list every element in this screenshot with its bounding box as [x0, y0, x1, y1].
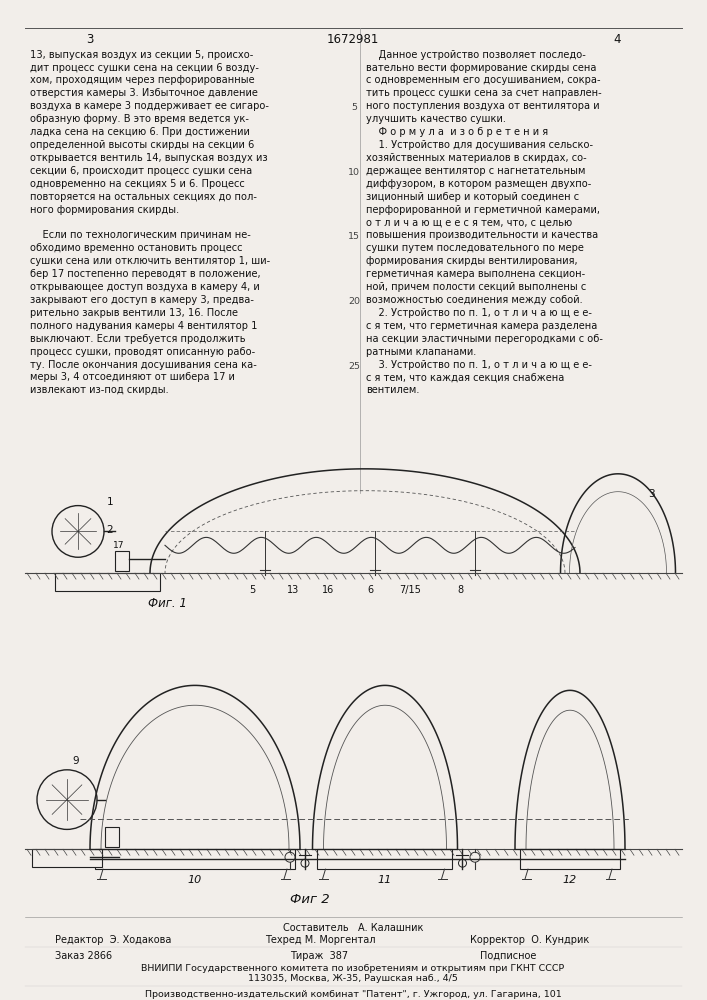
- Text: полного надувания камеры 4 вентилятор 1: полного надувания камеры 4 вентилятор 1: [30, 321, 257, 331]
- Text: 3. Устройство по п. 1, о т л и ч а ю щ е е-: 3. Устройство по п. 1, о т л и ч а ю щ е…: [366, 360, 592, 370]
- Text: открывающее доступ воздуха в камеру 4, и: открывающее доступ воздуха в камеру 4, и: [30, 282, 259, 292]
- Text: 5: 5: [351, 103, 357, 112]
- Text: 113035, Москва, Ж-35, Раушская наб., 4/5: 113035, Москва, Ж-35, Раушская наб., 4/5: [248, 974, 458, 983]
- Text: 5: 5: [249, 585, 255, 595]
- Text: меры 3, 4 отсоединяют от шибера 17 и: меры 3, 4 отсоединяют от шибера 17 и: [30, 372, 235, 382]
- Text: Данное устройство позволяет последо-: Данное устройство позволяет последо-: [366, 50, 586, 60]
- Text: 12: 12: [563, 875, 577, 885]
- Text: повторяется на остальных секциях до пол-: повторяется на остальных секциях до пол-: [30, 192, 257, 202]
- Bar: [317, 849, 452, 869]
- Text: ладка сена на секцию 6. При достижении: ладка сена на секцию 6. При достижении: [30, 127, 250, 137]
- Bar: [105, 827, 119, 847]
- Text: дит процесс сушки сена на секции 6 возду-: дит процесс сушки сена на секции 6 возду…: [30, 63, 259, 73]
- Text: Корректор  О. Кундрик: Корректор О. Кундрик: [470, 935, 589, 945]
- Text: 13, выпуская воздух из секции 5, происхо-: 13, выпуская воздух из секции 5, происхо…: [30, 50, 253, 60]
- Text: сушки сена или отключить вентилятор 1, ши-: сушки сена или отключить вентилятор 1, ш…: [30, 256, 270, 266]
- Text: 16: 16: [322, 585, 334, 595]
- Text: Тираж  387: Тираж 387: [290, 951, 348, 961]
- Text: сушки путем последовательного по мере: сушки путем последовательного по мере: [366, 243, 584, 253]
- Text: 10: 10: [348, 168, 360, 177]
- Text: секции 6, происходит процесс сушки сена: секции 6, происходит процесс сушки сена: [30, 166, 252, 176]
- Text: 1672981: 1672981: [327, 33, 379, 46]
- Bar: [55, 573, 160, 591]
- Text: ного формирования скирды.: ного формирования скирды.: [30, 205, 180, 215]
- Bar: [115, 551, 129, 571]
- Text: тить процесс сушки сена за счет направлен-: тить процесс сушки сена за счет направле…: [366, 88, 602, 98]
- Text: Производственно-издательский комбинат "Патент", г. Ужгород, ул. Гагарина, 101: Производственно-издательский комбинат "П…: [145, 990, 561, 999]
- Text: открывается вентиль 14, выпуская воздух из: открывается вентиль 14, выпуская воздух …: [30, 153, 268, 163]
- Text: одновременно на секциях 5 и 6. Процесс: одновременно на секциях 5 и 6. Процесс: [30, 179, 245, 189]
- Text: на секции эластичными перегородками с об-: на секции эластичными перегородками с об…: [366, 334, 603, 344]
- Bar: [32, 849, 102, 867]
- Text: хом, проходящим через перфорированные: хом, проходящим через перфорированные: [30, 75, 255, 85]
- Text: повышения производительности и качества: повышения производительности и качества: [366, 230, 598, 240]
- Text: процесс сушки, проводят описанную рабо-: процесс сушки, проводят описанную рабо-: [30, 347, 255, 357]
- Bar: [520, 849, 620, 869]
- Text: 1. Устройство для досушивания сельско-: 1. Устройство для досушивания сельско-: [366, 140, 593, 150]
- Text: 2. Устройство по п. 1, о т л и ч а ю щ е е-: 2. Устройство по п. 1, о т л и ч а ю щ е…: [366, 308, 592, 318]
- Text: 10: 10: [188, 875, 202, 885]
- Text: возможностью соединения между собой.: возможностью соединения между собой.: [366, 295, 583, 305]
- Text: хозяйственных материалов в скирдах, со-: хозяйственных материалов в скирдах, со-: [366, 153, 587, 163]
- Text: 8: 8: [457, 585, 463, 595]
- Text: герметичная камера выполнена секцион-: герметичная камера выполнена секцион-: [366, 269, 585, 279]
- Text: вентилем.: вентилем.: [366, 385, 419, 395]
- Text: отверстия камеры 3. Избыточное давление: отверстия камеры 3. Избыточное давление: [30, 88, 258, 98]
- Text: образную форму. В это время ведется ук-: образную форму. В это время ведется ук-: [30, 114, 249, 124]
- Text: Составитель   А. Калашник: Составитель А. Калашник: [283, 923, 423, 933]
- Text: ВНИИПИ Государственного комитета по изобретениям и открытиям при ГКНТ СССР: ВНИИПИ Государственного комитета по изоб…: [141, 964, 565, 973]
- Text: с я тем, что герметичная камера разделена: с я тем, что герметичная камера разделен…: [366, 321, 597, 331]
- Text: 3: 3: [648, 489, 655, 499]
- Text: 6: 6: [367, 585, 373, 595]
- Text: 11: 11: [378, 875, 392, 885]
- Text: 2: 2: [106, 525, 112, 535]
- Bar: [95, 849, 295, 869]
- Text: 1: 1: [107, 497, 114, 507]
- Text: с я тем, что каждая секция снабжена: с я тем, что каждая секция снабжена: [366, 372, 564, 382]
- Text: воздуха в камере 3 поддерживает ее сигаро-: воздуха в камере 3 поддерживает ее сигар…: [30, 101, 269, 111]
- Text: 13: 13: [287, 585, 299, 595]
- Text: ной, причем полости секций выполнены с: ной, причем полости секций выполнены с: [366, 282, 586, 292]
- Text: Ф о р м у л а  и з о б р е т е н и я: Ф о р м у л а и з о б р е т е н и я: [366, 127, 548, 137]
- Text: Фиг 2: Фиг 2: [290, 893, 329, 906]
- Text: Техред М. Моргентал: Техред М. Моргентал: [265, 935, 375, 945]
- Text: 15: 15: [348, 232, 360, 241]
- Text: обходимо временно остановить процесс: обходимо временно остановить процесс: [30, 243, 243, 253]
- Text: 7/15: 7/15: [399, 585, 421, 595]
- Text: Подписное: Подписное: [480, 951, 537, 961]
- Text: вательно вести формирование скирды сена: вательно вести формирование скирды сена: [366, 63, 597, 73]
- Text: 3: 3: [86, 33, 94, 46]
- Text: выключают. Если требуется продолжить: выключают. Если требуется продолжить: [30, 334, 245, 344]
- Text: 25: 25: [348, 362, 360, 371]
- Text: ту. После окончания досушивания сена ка-: ту. После окончания досушивания сена ка-: [30, 360, 257, 370]
- Text: бер 17 постепенно переводят в положение,: бер 17 постепенно переводят в положение,: [30, 269, 261, 279]
- Text: с одновременным его досушиванием, сокра-: с одновременным его досушиванием, сокра-: [366, 75, 601, 85]
- Text: формирования скирды вентилирования,: формирования скирды вентилирования,: [366, 256, 578, 266]
- Text: 20: 20: [348, 297, 360, 306]
- Text: 4: 4: [613, 33, 621, 46]
- Text: Если по технологическим причинам не-: Если по технологическим причинам не-: [30, 230, 251, 240]
- Text: улучшить качество сушки.: улучшить качество сушки.: [366, 114, 506, 124]
- Text: 17: 17: [113, 541, 124, 550]
- Text: Заказ 2866: Заказ 2866: [55, 951, 112, 961]
- Text: ратными клапанами.: ратными клапанами.: [366, 347, 477, 357]
- Text: Редактор  Э. Ходакова: Редактор Э. Ходакова: [55, 935, 171, 945]
- Text: Фиг. 1: Фиг. 1: [148, 597, 187, 610]
- Text: о т л и ч а ю щ е е с я тем, что, с целью: о т л и ч а ю щ е е с я тем, что, с цель…: [366, 218, 572, 228]
- Text: рительно закрыв вентили 13, 16. После: рительно закрыв вентили 13, 16. После: [30, 308, 238, 318]
- Text: 9: 9: [72, 756, 78, 766]
- Text: извлекают из-под скирды.: извлекают из-под скирды.: [30, 385, 169, 395]
- Text: держащее вентилятор с нагнетательным: держащее вентилятор с нагнетательным: [366, 166, 585, 176]
- Text: диффузором, в котором размещен двухпо-: диффузором, в котором размещен двухпо-: [366, 179, 591, 189]
- Text: зиционный шибер и который соединен с: зиционный шибер и который соединен с: [366, 192, 579, 202]
- Text: ного поступления воздуха от вентилятора и: ного поступления воздуха от вентилятора …: [366, 101, 600, 111]
- Text: определенной высоты скирды на секции 6: определенной высоты скирды на секции 6: [30, 140, 255, 150]
- Text: перфорированной и герметичной камерами,: перфорированной и герметичной камерами,: [366, 205, 600, 215]
- Text: закрывают его доступ в камеру 3, предва-: закрывают его доступ в камеру 3, предва-: [30, 295, 254, 305]
